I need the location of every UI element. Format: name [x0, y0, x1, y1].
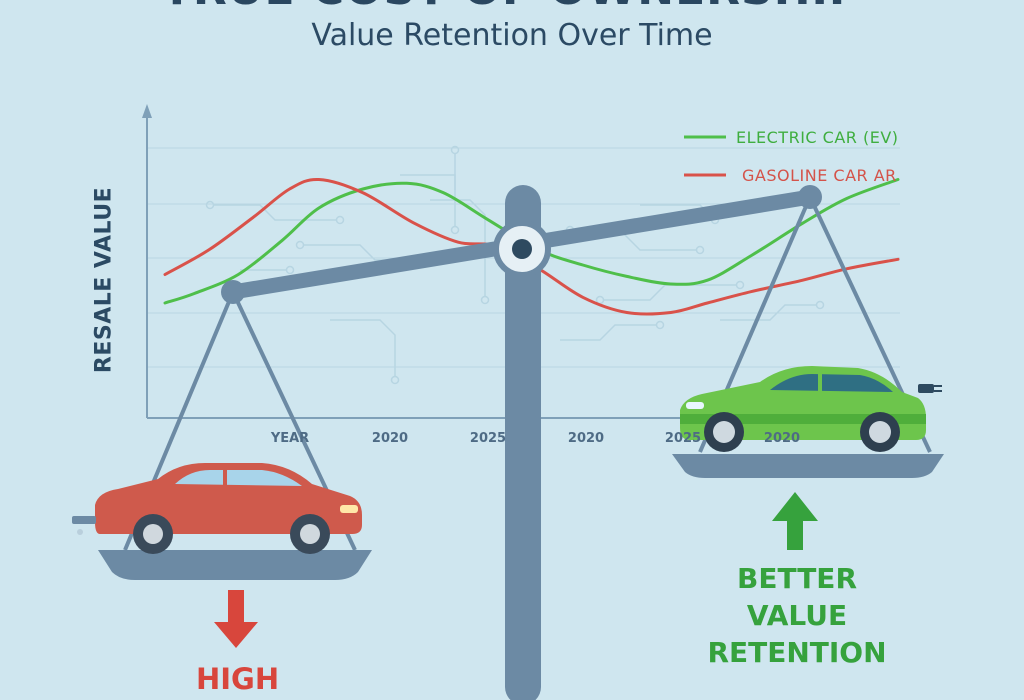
legend-gas-label: GASOLINE CAR AR: [742, 166, 897, 185]
circuit-node: [735, 280, 745, 290]
circuit-trace: [560, 324, 660, 341]
electric-car-icon: [680, 366, 942, 452]
circuit-node: [695, 245, 705, 255]
x-tick-label: 2020: [763, 431, 801, 446]
legend-ev-label: ELECTRIC CAR (EV): [736, 128, 899, 147]
scale-pivot-center: [512, 239, 532, 259]
x-tick-label: 2020: [567, 431, 605, 446]
gasoline-car-icon: [72, 463, 362, 554]
callout-high: HIGH: [196, 662, 280, 696]
circuit-node: [450, 225, 460, 235]
y-axis-label: RESALE VALUE: [91, 186, 117, 374]
circuit-node: [285, 265, 295, 275]
circuit-trace: [600, 284, 740, 301]
circuit-pattern: [205, 145, 825, 385]
page-title: TRUE COST OF OWNERSHIP: [0, 0, 1024, 15]
circuit-trace: [210, 204, 340, 221]
callout-better-value-retention: BETTER VALUE RETENTION: [707, 562, 887, 669]
x-tick-label: 2020: [371, 431, 409, 446]
arrow-up-icon: [772, 492, 818, 550]
circuit-node: [295, 240, 305, 250]
circuit-node: [205, 200, 215, 210]
circuit-trace: [330, 319, 396, 380]
page-subtitle: Value Retention Over Time: [311, 18, 713, 53]
circuit-node: [815, 300, 825, 310]
arrow-down-icon: [214, 590, 258, 648]
scale-post: [505, 185, 541, 700]
balance-scale: [98, 185, 944, 700]
circuit-node: [480, 295, 490, 305]
y-axis-arrow-icon: [142, 104, 152, 118]
x-tick-label: 2025: [469, 431, 507, 446]
circuit-node: [655, 320, 665, 330]
circuit-node: [390, 375, 400, 385]
circuit-node: [335, 215, 345, 225]
x-tick-label: 2025: [664, 431, 702, 446]
x-tick-label: YEAR: [270, 431, 310, 446]
